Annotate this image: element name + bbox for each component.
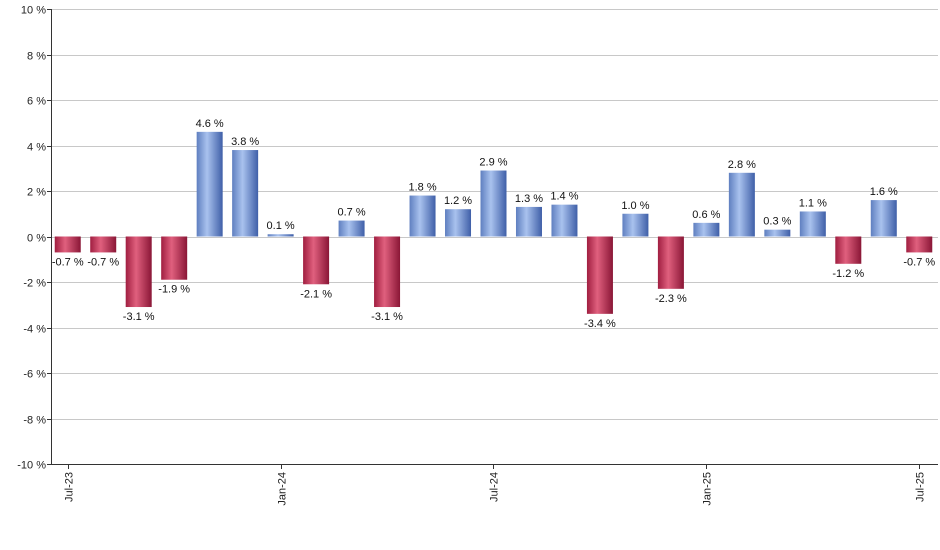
data-label: 2.8 % (728, 159, 756, 171)
bar-negative (303, 236, 330, 285)
data-label: 1.8 % (408, 182, 436, 194)
bar-positive (728, 172, 755, 237)
bar-negative (90, 236, 117, 253)
data-label: 1.0 % (621, 200, 649, 212)
axes: 10 % 8 % 6 % 4 % 2 % 0 % -2 % -4 % -6 % -8 % -10 %… (17, 5, 938, 506)
data-label: -3.1 % (371, 311, 403, 323)
data-label: 0.3 % (763, 216, 791, 228)
data-label: -2.1 % (300, 288, 332, 300)
bar-positive (480, 170, 507, 237)
bar-positive (338, 220, 365, 237)
data-label: -0.7 % (52, 256, 84, 268)
y-tick-label: 0 % (27, 233, 46, 245)
data-label: -3.1 % (123, 311, 155, 323)
x-tick-label: Jan-24 (277, 472, 289, 506)
data-label: -1.2 % (832, 268, 864, 280)
bar-negative (161, 236, 188, 280)
y-tick-label: 4 % (27, 142, 46, 154)
data-labels: -0.7 % -0.7 %-3.1 %-1.9 %4.6 %3.8 %0.1 %-… (52, 118, 936, 330)
y-tick-label: 8 % (27, 51, 46, 63)
y-tick-label: -10 % (17, 460, 46, 472)
bars (54, 131, 933, 314)
data-label: 1.6 % (870, 186, 898, 198)
bar-negative (586, 236, 613, 314)
bar-positive (196, 131, 223, 237)
bar-positive (870, 200, 897, 237)
data-label: -0.7 % (903, 256, 935, 268)
bar-positive (764, 229, 791, 237)
bar-negative (906, 236, 933, 253)
data-label: 4.6 % (196, 118, 224, 130)
y-tick-label: -2 % (23, 278, 46, 290)
data-label: 3.8 % (231, 136, 259, 148)
bar-negative (657, 236, 684, 289)
data-label: -0.7 % (87, 256, 119, 268)
x-tick-label: Jul-24 (489, 472, 501, 502)
bar-positive (267, 234, 294, 237)
data-label: 1.3 % (515, 193, 543, 205)
y-tick-label: 10 % (21, 5, 46, 17)
y-tick-label: -4 % (23, 324, 46, 336)
x-tick-label: Jul-23 (64, 472, 76, 502)
y-tick-label: 6 % (27, 96, 46, 108)
y-tick-label: -6 % (23, 369, 46, 381)
bar-positive (409, 195, 436, 237)
bar-positive (515, 206, 542, 237)
data-label: 2.9 % (479, 157, 507, 169)
x-tick-label: Jan-25 (702, 472, 714, 506)
bar-positive (693, 222, 720, 237)
data-label: 0.7 % (338, 207, 366, 219)
data-label: 1.4 % (550, 191, 578, 203)
bar-positive (232, 150, 259, 237)
bar-negative (835, 236, 862, 264)
bar-positive (799, 211, 826, 237)
bar-positive (551, 204, 578, 237)
bar-negative (54, 236, 81, 253)
bar-positive (622, 213, 649, 237)
data-label: -2.3 % (655, 293, 687, 305)
data-label: -1.9 % (158, 284, 190, 296)
data-label: 0.6 % (692, 209, 720, 221)
bar-negative (125, 236, 152, 308)
bar-positive (445, 209, 472, 237)
data-label: -3.4 % (584, 318, 616, 330)
x-tick-label: Jul-25 (915, 472, 927, 502)
data-label: 1.1 % (799, 197, 827, 209)
y-tick-label: -8 % (23, 415, 46, 427)
data-label: 0.1 % (267, 220, 295, 232)
data-label: 1.2 % (444, 195, 472, 207)
y-tick-label: 2 % (27, 187, 46, 199)
bar-negative (374, 236, 401, 308)
